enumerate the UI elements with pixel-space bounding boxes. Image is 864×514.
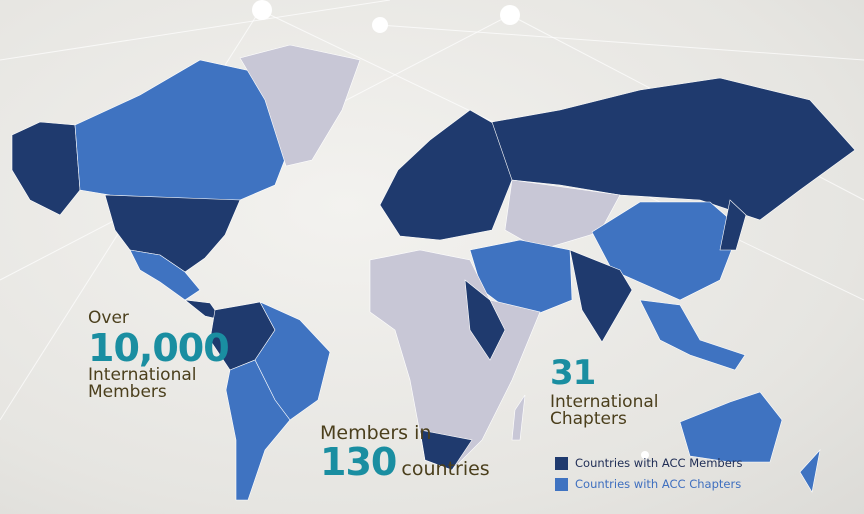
stat-members-value: 10,000 <box>88 326 230 370</box>
stat-members-prefix: Over <box>88 308 129 328</box>
network-nodes <box>252 0 649 459</box>
country-australia <box>679 391 783 463</box>
region-southern-africa <box>419 429 473 471</box>
legend-label-members: Countries with ACC Members <box>575 456 743 470</box>
stat-chapters: 31 International Chapters <box>550 356 659 428</box>
country-india <box>569 249 633 343</box>
legend-item-members: Countries with ACC Members <box>555 456 743 470</box>
legend-item-chapters: Countries with ACC Chapters <box>555 477 743 491</box>
region-europe <box>379 109 513 241</box>
stat-countries-value: 130 <box>320 440 397 484</box>
stat-countries: Members in 130 countries <box>320 422 490 484</box>
stat-countries-prefix: Members in <box>320 422 432 444</box>
legend-swatch-members <box>555 456 568 470</box>
country-russia <box>491 77 856 221</box>
stat-chapters-label-2: Chapters <box>550 409 627 429</box>
country-new-zealand <box>799 449 821 493</box>
region-east-africa <box>464 279 506 361</box>
stat-members-label-2: Members <box>88 382 167 402</box>
country-japan <box>719 199 747 251</box>
legend-label-chapters: Countries with ACC Chapters <box>575 477 742 491</box>
stat-chapters-label-1: International <box>550 392 659 412</box>
region-africa <box>369 249 541 471</box>
region-central-asia <box>504 179 621 251</box>
country-madagascar <box>511 394 526 441</box>
stat-members-label-1: International <box>88 365 197 385</box>
legend-swatch-chapters <box>555 477 568 491</box>
region-southeast-asia <box>639 299 746 371</box>
country-usa <box>104 194 241 273</box>
country-greenland <box>239 44 361 167</box>
country-mexico <box>129 249 201 301</box>
region-south-america-south <box>225 359 291 501</box>
stat-countries-suffix: countries <box>401 458 490 480</box>
stat-members: Over 10,000 International Members <box>88 308 230 402</box>
map-legend: Countries with ACC Members Countries wit… <box>555 456 743 498</box>
country-alaska <box>11 121 81 216</box>
stat-chapters-value: 31 <box>550 353 596 393</box>
country-canada <box>74 59 301 201</box>
